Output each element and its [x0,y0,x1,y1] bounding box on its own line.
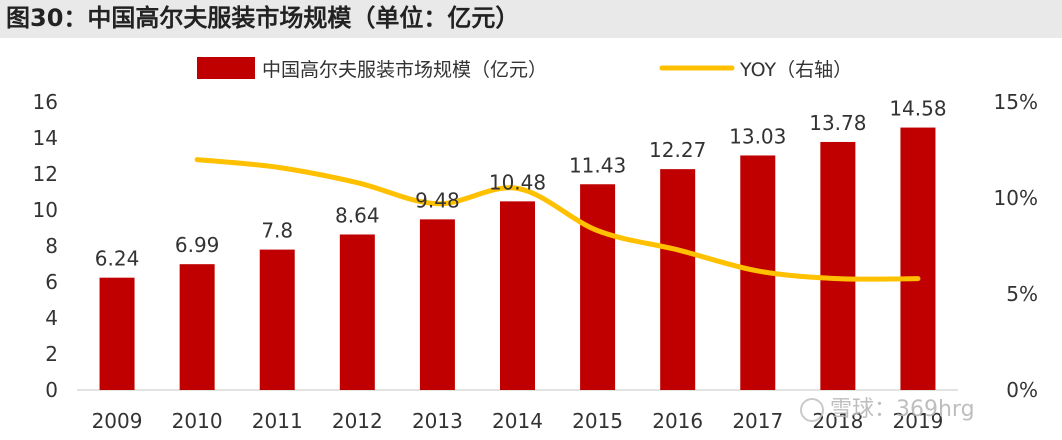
x-tick-2015: 2015 [572,409,623,433]
legend-bar-label: 中国高尔夫服装市场规模（亿元） [262,59,547,81]
bar-2015 [580,184,616,390]
chart-title: 图30：中国高尔夫服装市场规模（单位：亿元） [6,4,520,32]
legend-bar-swatch [197,57,255,79]
data-label-2016: 12.27 [649,138,706,162]
bar-2014 [500,201,535,390]
bar-2009 [99,277,135,390]
legend-line-label: YOY（右轴） [739,59,852,81]
x-tick-2009: 2009 [92,409,143,433]
x-tick-2012: 2012 [332,409,383,433]
y-left-tick-0: 0 [45,378,58,402]
legend: 中国高尔夫服装市场规模（亿元） YOY（右轴） [197,57,852,81]
data-label-2010: 6.99 [175,233,220,257]
y-left-tick-6: 6 [45,270,58,294]
bar-2011 [259,249,295,390]
bar-series [99,127,936,390]
data-label-2017: 13.03 [729,124,786,148]
bar-2019 [900,127,936,390]
y-left-tick-2: 2 [45,342,58,366]
x-tick-2013: 2013 [412,409,463,433]
data-label-2013: 9.48 [415,188,460,212]
data-label-2011: 7.8 [261,219,293,243]
watermark-logo-icon [800,398,824,422]
watermark-text: 雪球：369hrg [830,397,975,422]
y-right-tick-5pct: 5% [1006,282,1038,306]
data-label-2018: 13.78 [809,111,866,135]
x-tick-2010: 2010 [172,409,223,433]
bar-2010 [179,264,215,390]
y-right-tick-15pct: 15% [994,90,1038,114]
x-tick-2014: 2014 [492,409,543,433]
y-left-tick-10: 10 [33,198,58,222]
data-label-2019: 14.58 [889,97,946,121]
y-left-tick-14: 14 [33,126,58,150]
x-tick-2011: 2011 [252,409,303,433]
y-right-tick-0pct: 0% [1006,378,1038,402]
y-left-tick-12: 12 [33,162,58,186]
bar-2018 [820,141,856,390]
y-left-tick-16: 16 [33,90,58,114]
watermark: 雪球：369hrg [800,391,975,423]
y-left-tick-4: 4 [45,306,58,330]
axis-ticks: 0 2 4 6 8 10 12 14 16 0% 5% 10% 15% 2009 2010 2011 2012 2… [33,90,1038,433]
bar-2012 [339,234,375,390]
bar-2013 [419,219,455,390]
y-right-tick-10pct: 10% [994,186,1038,210]
y-left-tick-8: 8 [45,234,58,258]
title-band [0,0,1062,38]
data-label-2012: 8.64 [335,203,380,227]
data-labels: 6.24 6.99 7.8 8.64 9.48 10.48 11.43 12.27 13.03 1… [95,97,947,271]
yoy-series [194,157,921,282]
data-label-2014: 10.48 [489,170,546,194]
x-tick-2019: 2019 [893,409,944,433]
x-tick-2016: 2016 [652,409,703,433]
data-label-2009: 6.24 [95,247,140,271]
data-label-2015: 11.43 [569,153,626,177]
yoy-line [194,157,921,282]
bar-2016 [660,169,696,390]
x-tick-2017: 2017 [732,409,783,433]
